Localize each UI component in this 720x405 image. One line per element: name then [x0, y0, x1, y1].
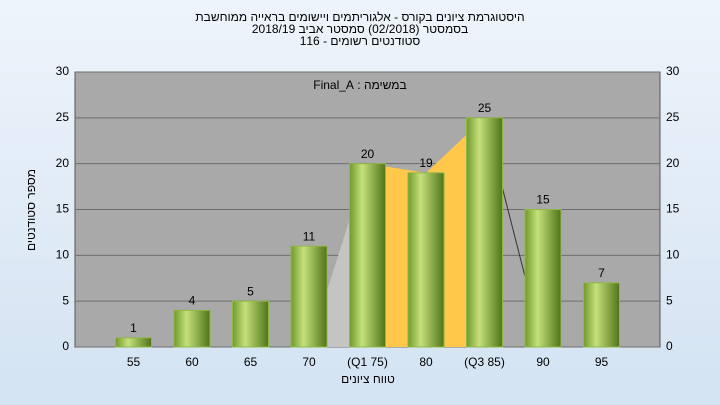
x-axis-label: טווח ציונים — [341, 372, 395, 386]
data-label: 20 — [361, 147, 375, 161]
x-tick-label: (Q3 85) — [464, 355, 505, 369]
y2-tick-label: 30 — [666, 64, 680, 78]
data-label: 1 — [130, 321, 137, 335]
chart-title: בסמסטר (02/2018) סמסטר אביב 2018/19 — [252, 22, 468, 36]
chart-title: היסטוגרמת ציונים בקורס - אלגוריתמים וייש… — [195, 10, 524, 24]
bar — [349, 163, 386, 348]
x-tick-label: (Q1 75) — [347, 355, 388, 369]
bar — [583, 282, 620, 348]
bar — [232, 300, 269, 348]
data-label: 7 — [598, 266, 605, 280]
x-tick-label: 65 — [244, 355, 258, 369]
y2-tick-label: 15 — [666, 202, 680, 216]
x-tick-label: 95 — [595, 355, 609, 369]
y-tick-label: 15 — [56, 202, 70, 216]
annotation: במשימה : Final_A — [313, 78, 406, 92]
y2-tick-label: 20 — [666, 156, 680, 170]
data-label: 19 — [419, 156, 433, 170]
data-label: 15 — [536, 193, 550, 207]
bar — [466, 117, 503, 348]
y2-tick-label: 5 — [666, 293, 673, 307]
y-tick-label: 25 — [56, 110, 70, 124]
y-tick-label: 30 — [56, 64, 70, 78]
data-label: 5 — [247, 284, 254, 298]
data-label: 4 — [189, 294, 196, 308]
bar — [407, 172, 445, 348]
bar — [115, 337, 152, 348]
y2-tick-label: 10 — [666, 248, 680, 262]
bar — [173, 309, 211, 348]
x-tick-label: 60 — [185, 355, 199, 369]
x-tick-label: 55 — [127, 355, 141, 369]
y2-tick-label: 0 — [666, 339, 673, 353]
y-tick-label: 0 — [62, 339, 69, 353]
x-tick-label: 80 — [419, 355, 433, 369]
bar — [524, 209, 562, 348]
y-axis-label: מספר סטודנטים — [24, 169, 38, 251]
x-tick-label: 70 — [302, 355, 316, 369]
y-tick-label: 5 — [62, 293, 69, 307]
y-tick-label: 20 — [56, 156, 70, 170]
data-label: 25 — [478, 101, 492, 115]
x-tick-label: 90 — [536, 355, 550, 369]
data-label: 11 — [303, 229, 316, 243]
y2-tick-label: 25 — [666, 110, 680, 124]
chart-title: סטודנטים רשומים - 116 — [300, 34, 421, 48]
bar — [290, 245, 328, 348]
y-tick-label: 10 — [56, 248, 70, 262]
